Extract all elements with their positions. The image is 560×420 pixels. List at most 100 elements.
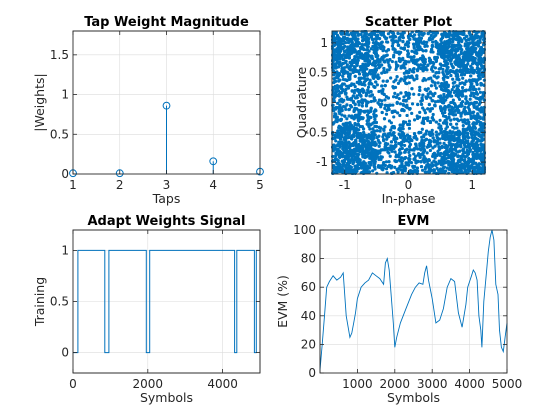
scatter-point bbox=[472, 105, 476, 109]
scatter-point bbox=[337, 109, 341, 114]
scatter-point bbox=[410, 87, 414, 91]
scatter-point bbox=[365, 59, 370, 63]
scatter-point bbox=[386, 164, 391, 169]
scatter-point bbox=[479, 171, 483, 175]
scatter-point bbox=[365, 73, 369, 77]
scatter-point bbox=[434, 59, 439, 63]
scatter-point bbox=[426, 118, 430, 123]
scatter-point bbox=[370, 37, 375, 41]
scatter-point bbox=[457, 77, 461, 82]
scatter-point bbox=[412, 67, 416, 71]
scatter-point bbox=[359, 67, 363, 71]
scatter-point bbox=[360, 35, 365, 39]
scatter-point bbox=[395, 75, 399, 79]
scatter-point bbox=[455, 132, 460, 137]
scatter-point bbox=[462, 58, 467, 62]
scatter-point bbox=[412, 78, 416, 82]
scatter-point bbox=[403, 75, 407, 79]
scatter-point bbox=[472, 155, 476, 159]
scatter-point bbox=[345, 37, 349, 41]
scatter-point bbox=[355, 113, 360, 117]
scatter-point bbox=[480, 34, 485, 38]
scatter-point bbox=[371, 76, 375, 80]
scatter-point bbox=[339, 118, 343, 122]
scatter-point bbox=[423, 44, 427, 48]
scatter-point bbox=[347, 145, 351, 149]
scatter-point bbox=[384, 141, 388, 145]
scatter-point bbox=[482, 31, 486, 35]
scatter-point bbox=[430, 164, 434, 168]
scatter-point bbox=[346, 154, 350, 158]
scatter-point bbox=[418, 88, 422, 92]
scatter-point bbox=[372, 45, 376, 49]
scatter-point bbox=[365, 136, 369, 140]
scatter-point bbox=[398, 38, 402, 42]
scatter-point bbox=[400, 162, 404, 166]
scatter-point bbox=[354, 107, 359, 111]
scatter-point bbox=[353, 74, 357, 78]
scatter-point bbox=[369, 90, 373, 94]
scatter-point bbox=[403, 59, 407, 63]
scatter-point bbox=[384, 160, 389, 164]
scatter-point bbox=[428, 120, 433, 125]
scatter-point bbox=[343, 44, 347, 48]
scatter-point bbox=[420, 127, 424, 131]
scatter-point bbox=[455, 84, 459, 88]
scatter-point bbox=[437, 152, 441, 156]
scatter-point bbox=[473, 169, 477, 173]
scatter-point bbox=[378, 164, 382, 168]
scatter-point bbox=[331, 52, 335, 56]
scatter-point bbox=[425, 44, 429, 48]
scatter-point bbox=[434, 71, 438, 75]
scatter-point bbox=[428, 58, 433, 62]
scatter-point bbox=[399, 168, 403, 172]
scatter-point bbox=[404, 62, 408, 66]
scatter-point bbox=[417, 152, 421, 156]
scatter-point bbox=[340, 98, 344, 102]
scatter-point bbox=[445, 105, 449, 109]
scatter-point bbox=[363, 161, 367, 166]
chart-title: Tap Weight Magnitude bbox=[84, 15, 249, 30]
scatter-point bbox=[360, 101, 364, 105]
scatter-point bbox=[453, 109, 457, 114]
scatter-point bbox=[404, 99, 408, 103]
scatter-point bbox=[474, 61, 478, 65]
scatter-point bbox=[390, 110, 394, 114]
scatter-point bbox=[430, 99, 434, 103]
scatter-point bbox=[347, 97, 351, 101]
scatter-point bbox=[353, 102, 357, 106]
scatter-point bbox=[417, 33, 421, 37]
scatter-point bbox=[368, 78, 372, 82]
scatter-point bbox=[359, 166, 364, 170]
scatter-point bbox=[401, 138, 405, 142]
scatter-point bbox=[437, 70, 441, 75]
scatter-point bbox=[436, 81, 440, 85]
scatter-point bbox=[451, 125, 455, 129]
scatter-point bbox=[453, 147, 457, 151]
scatter-point bbox=[363, 43, 367, 47]
scatter-point bbox=[404, 93, 408, 97]
scatter-point bbox=[436, 52, 440, 56]
scatter-point bbox=[360, 56, 364, 60]
scatter-point bbox=[380, 102, 384, 106]
scatter-point bbox=[367, 166, 371, 170]
scatter-point bbox=[463, 169, 467, 173]
scatter-point bbox=[469, 54, 473, 58]
scatter-point bbox=[441, 121, 446, 125]
scatter-point bbox=[337, 168, 341, 172]
scatter-point bbox=[367, 33, 371, 37]
scatter-point bbox=[477, 87, 481, 91]
scatter-point bbox=[408, 37, 412, 41]
scatter-point bbox=[358, 161, 362, 165]
scatter-point bbox=[338, 72, 342, 77]
scatter-point bbox=[422, 147, 426, 151]
scatter-point bbox=[377, 125, 381, 129]
scatter-point bbox=[370, 154, 374, 159]
scatter-point bbox=[371, 69, 375, 73]
x-tick-label: 3 bbox=[163, 178, 171, 192]
scatter-point bbox=[374, 54, 378, 59]
scatter-point bbox=[482, 68, 486, 72]
scatter-point bbox=[451, 147, 455, 151]
scatter-point bbox=[355, 168, 359, 172]
scatter-point bbox=[403, 155, 408, 160]
